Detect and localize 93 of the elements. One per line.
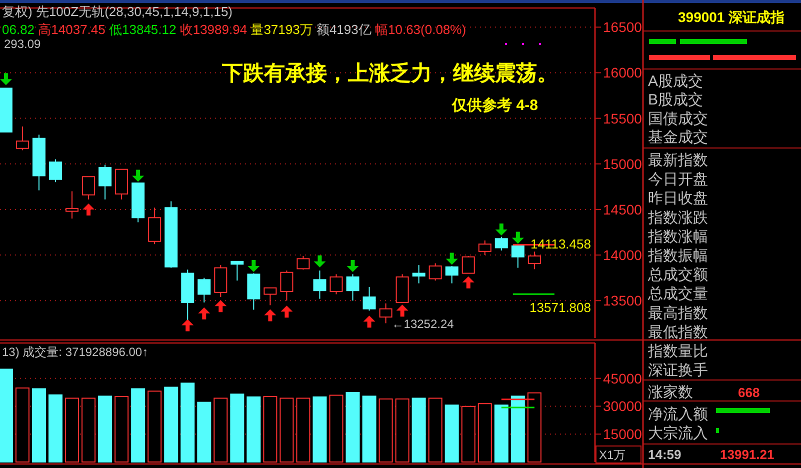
annotation: 仅供参考 4-8 — [451, 97, 538, 114]
text: 399001 深证成指 — [678, 9, 785, 25]
text: B股成交 — [648, 92, 704, 109]
point — [280, 306, 293, 318]
y-tick-label: 45000 — [603, 370, 642, 386]
bar — [461, 406, 476, 462]
text: 昨日收盘 — [648, 190, 708, 208]
bar — [346, 392, 360, 462]
annotation: 293.09 — [4, 37, 42, 51]
bar — [494, 404, 508, 462]
point — [346, 260, 359, 272]
y-tick-label: 13500 — [603, 292, 642, 309]
annotation: ←13252.24 — [392, 317, 454, 332]
text: 今日开盘 — [648, 171, 708, 188]
annotation: 下跌有承接，上涨乏力，继续震荡。 — [221, 61, 558, 85]
bar — [378, 398, 393, 462]
bar — [230, 394, 244, 462]
chart-title: 13) 成交量: 371928896.00↑ — [2, 345, 148, 359]
point — [248, 260, 260, 272]
text: 总成交量 — [647, 286, 708, 303]
point — [314, 255, 326, 268]
bar — [478, 403, 492, 462]
y-tick-label: 16000 — [603, 64, 642, 81]
y-tick-label: 15000 — [603, 426, 642, 442]
text: 14:59 — [648, 447, 682, 462]
y-tick-label: 14500 — [603, 201, 642, 218]
bar — [0, 368, 13, 462]
bar — [114, 396, 129, 462]
text: 总成交额 — [647, 266, 708, 284]
bar — [246, 396, 261, 462]
text: 最高指数 — [648, 304, 708, 322]
y-axis-title: X1万 — [599, 448, 626, 462]
text: 大宗流入 — [648, 425, 708, 442]
bar — [263, 396, 278, 462]
y-tick-label: 15500 — [603, 110, 642, 126]
text: 指数振幅 — [647, 248, 708, 264]
y-tick-label: 30000 — [603, 398, 642, 414]
point — [446, 252, 458, 265]
bar — [412, 398, 426, 462]
bar — [131, 388, 146, 462]
text: 涨家数 — [648, 384, 693, 401]
y-tick-label: 16500 — [603, 19, 642, 36]
bar — [510, 396, 525, 462]
bar — [32, 388, 46, 462]
point — [132, 170, 144, 182]
bar — [180, 382, 195, 462]
bar — [329, 394, 344, 462]
point — [495, 224, 508, 236]
text: 06.82 高14037.45 低13845.12 收13989.94 量37193万 额4193亿 幅10.63(0.08%) — [2, 22, 466, 37]
text: 净流入额 — [648, 406, 708, 423]
bar — [527, 392, 542, 462]
text: A股成交 — [648, 73, 704, 90]
point — [363, 316, 376, 328]
text: 指数涨幅 — [647, 228, 708, 246]
bar — [48, 394, 62, 462]
text: 国债成交 — [648, 110, 708, 128]
bar — [148, 390, 162, 462]
y-tick-label: 15000 — [603, 156, 642, 172]
point — [462, 276, 474, 288]
point — [182, 319, 194, 332]
text: 668 — [738, 385, 760, 400]
text: 最新指数 — [648, 152, 708, 169]
bar — [164, 386, 178, 462]
point — [264, 309, 276, 322]
point — [396, 304, 408, 317]
text: 指数量比 — [647, 343, 708, 360]
bar — [280, 398, 294, 462]
bar — [362, 396, 376, 462]
point — [198, 307, 210, 320]
text: 最低指数 — [648, 324, 708, 341]
text: 指数涨跌 — [647, 209, 708, 226]
bar — [428, 398, 442, 462]
point — [82, 203, 95, 216]
bar — [82, 398, 96, 462]
bar — [395, 398, 410, 462]
text: 深证换手 — [648, 362, 708, 380]
y-tick-label: 14000 — [603, 247, 642, 264]
bar — [197, 402, 212, 462]
bar — [296, 398, 310, 462]
text: 13991.21 — [720, 447, 774, 462]
point — [512, 232, 524, 244]
bar — [312, 396, 327, 462]
bar — [98, 396, 112, 462]
point — [214, 300, 227, 312]
bar — [444, 404, 459, 462]
bar — [15, 387, 30, 462]
ref-line-label: 14113.458 — [530, 236, 591, 252]
point — [0, 73, 12, 86]
bar — [214, 398, 228, 462]
ref-line-label: 13571.808 — [530, 300, 591, 316]
bar — [65, 398, 80, 462]
text: 基金成交 — [648, 129, 708, 146]
chart-title: 复权) 先100Z无轨(28,30,45,1,14,9,1,15) — [2, 4, 233, 19]
